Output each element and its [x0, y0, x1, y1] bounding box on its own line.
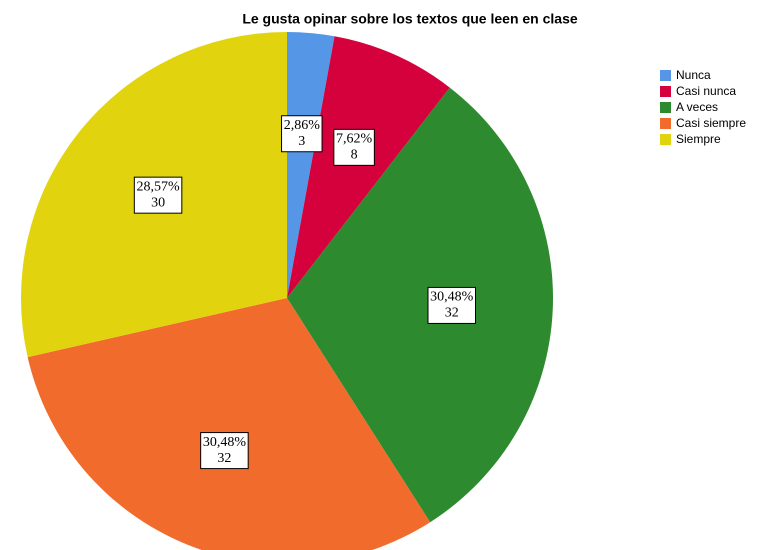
data-label: 7,62%8: [333, 128, 375, 166]
pie-slice: [287, 87, 554, 523]
legend-swatch: [660, 70, 671, 81]
pie-slice: [27, 298, 431, 550]
count-label: 32: [445, 306, 459, 321]
percent-label: 28,57%: [136, 179, 180, 194]
percent-label: 30,48%: [203, 435, 247, 450]
data-label: 28,57%30: [133, 176, 183, 214]
count-label: 8: [351, 148, 358, 163]
label-box: [200, 432, 249, 470]
legend-swatch: [660, 118, 671, 129]
count-label: 3: [298, 134, 305, 149]
label-box: [281, 115, 323, 153]
label-box: [133, 176, 183, 214]
percent-label: 2,86%: [284, 118, 321, 133]
legend-label: Casi siempre: [676, 116, 746, 130]
legend-label: A veces: [676, 100, 718, 114]
data-label: 30,48%32: [427, 286, 477, 324]
legend-label: Nunca: [676, 68, 711, 82]
data-label: 30,48%32: [200, 432, 249, 470]
legend-swatch: [660, 134, 671, 145]
label-box: [427, 286, 477, 324]
percent-label: 30,48%: [430, 290, 474, 305]
legend-label: Casi nunca: [676, 84, 736, 98]
percent-label: 7,62%: [336, 132, 373, 147]
chart-title: Le gusta opinar sobre los textos que lee…: [242, 11, 578, 27]
data-label: 2,86%3: [281, 115, 323, 153]
legend-label: Siempre: [676, 132, 721, 146]
legend-swatch: [660, 102, 671, 113]
legend-swatch: [660, 86, 671, 97]
pie-slice: [287, 32, 335, 298]
pie-slice: [287, 36, 450, 298]
count-label: 30: [151, 195, 165, 210]
count-label: 32: [217, 451, 231, 466]
label-box: [333, 128, 375, 166]
